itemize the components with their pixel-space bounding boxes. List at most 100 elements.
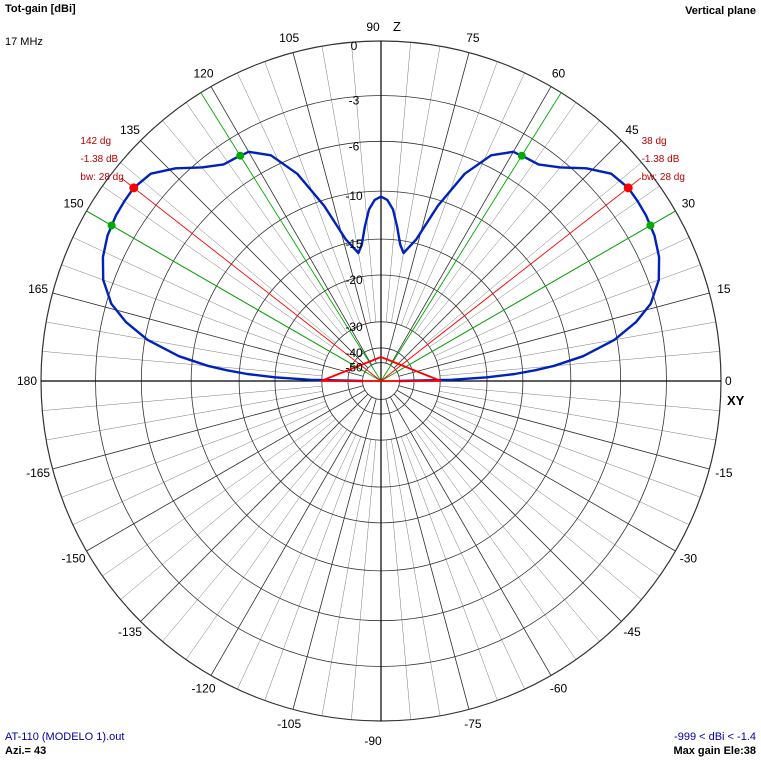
- annotation-label: bw: 28 dg: [80, 172, 123, 183]
- spoke-line: [426, 162, 642, 344]
- major-spoke-line: [393, 393, 622, 622]
- major-spoke-line: [398, 292, 710, 377]
- plane-label: Vertical plane: [685, 5, 756, 17]
- angle-tick-label: 90: [366, 20, 380, 34]
- radial-tick-label: -30: [345, 320, 363, 334]
- polar-grid: [40, 40, 722, 722]
- max-gain-dot: [129, 183, 139, 193]
- major-spoke-line: [292, 52, 377, 364]
- major-spoke-line: [292, 398, 377, 710]
- beamwidth-dot: [107, 221, 116, 230]
- angle-tick-label: 150: [64, 197, 84, 211]
- beamwidth-line: [86, 210, 382, 382]
- major-spoke-line: [396, 389, 676, 552]
- spoke-line: [436, 264, 701, 361]
- angle-tick-label: 105: [279, 31, 299, 45]
- angle-tick-label: -15: [715, 466, 733, 480]
- angle-tick-label: -135: [118, 625, 142, 639]
- beamwidth-dot: [236, 151, 245, 160]
- spoke-line: [405, 434, 525, 690]
- radial-tick-label: -20: [345, 273, 363, 287]
- spoke-line: [237, 434, 357, 690]
- major-spoke-line: [385, 398, 470, 710]
- angle-tick-label: 45: [625, 123, 639, 137]
- angle-tick-label: -120: [191, 681, 215, 695]
- spoke-line: [72, 405, 328, 525]
- azimuth-label: Azi.= 43: [5, 745, 47, 757]
- major-spoke-line: [52, 292, 364, 377]
- annotation-label: 38 dg: [642, 136, 667, 147]
- angle-tick-label: 165: [28, 282, 48, 296]
- angle-tick-label: 75: [466, 31, 480, 45]
- beamwidth-dot: [517, 151, 526, 160]
- annotation-label: bw: 28 dg: [642, 172, 685, 183]
- spoke-line: [72, 237, 328, 357]
- major-spoke-line: [210, 396, 373, 676]
- radial-tick-label: -40: [345, 346, 363, 360]
- major-spoke-line: [210, 86, 373, 366]
- spoke-line: [264, 436, 361, 701]
- pattern-layer: [86, 92, 676, 383]
- pattern-curve: [101, 150, 661, 383]
- beamwidth-line: [380, 210, 676, 382]
- max-gain-dot: [623, 183, 633, 193]
- beamwidth-line: [380, 92, 562, 382]
- axis-label-right: XY: [727, 393, 745, 408]
- gain-range: -999 < dBi < -1.4: [674, 731, 756, 743]
- angle-tick-label: 60: [552, 67, 566, 81]
- major-spoke-line: [52, 385, 364, 470]
- angle-tick-label: -150: [62, 552, 86, 566]
- radial-tick-label: -3: [349, 94, 360, 108]
- spoke-line: [42, 385, 323, 411]
- max-gain-line: [380, 177, 642, 382]
- radial-tick-label: -50: [345, 361, 363, 375]
- spoke-line: [120, 162, 336, 344]
- angle-tick-label: 0: [725, 374, 732, 388]
- spoke-line: [237, 72, 357, 328]
- max-gain-label: Max gain Ele:38: [673, 745, 756, 757]
- angle-tick-label: 15: [717, 282, 731, 296]
- major-spoke-line: [393, 140, 622, 369]
- radial-tick-label: -15: [345, 237, 363, 251]
- radial-tick-label: -10: [345, 189, 363, 203]
- beamwidth-line: [200, 92, 382, 382]
- major-spoke-line: [385, 52, 470, 364]
- annotation-label: -1.38 dB: [642, 154, 680, 165]
- axis-label-up: Z: [393, 19, 401, 34]
- frequency-label: 17 MHz: [5, 36, 43, 48]
- center-triangle: [320, 356, 442, 382]
- angle-tick-label: 30: [682, 197, 696, 211]
- annotation-label: -1.38 dB: [80, 154, 118, 165]
- spoke-line: [436, 401, 701, 498]
- major-spoke-line: [140, 140, 369, 369]
- major-spoke-line: [86, 389, 366, 552]
- beamwidth-dot: [646, 221, 655, 230]
- angle-tick-label: -60: [550, 681, 568, 695]
- spoke-line: [426, 418, 642, 600]
- major-spoke-line: [140, 393, 369, 622]
- angle-tick-label: 120: [193, 67, 213, 81]
- annotation-label: 142 dg: [80, 136, 111, 147]
- angle-tick-label: 180: [17, 374, 37, 388]
- spoke-line: [434, 237, 690, 357]
- spoke-line: [120, 418, 336, 600]
- angle-tick-label: -30: [680, 552, 698, 566]
- max-gain-line: [120, 177, 382, 382]
- spoke-line: [434, 405, 690, 525]
- spoke-line: [401, 436, 498, 701]
- angle-tick-label: -75: [464, 717, 482, 731]
- spoke-line: [42, 351, 323, 377]
- angle-tick-label: -45: [623, 625, 641, 639]
- chart-title: Tot-gain [dBi]: [5, 3, 76, 15]
- spoke-line: [405, 72, 525, 328]
- spoke-line: [351, 439, 377, 720]
- major-spoke-line: [389, 86, 552, 366]
- major-spoke-line: [398, 385, 710, 470]
- angle-tick-label: 135: [120, 123, 140, 137]
- spoke-line: [162, 426, 344, 642]
- angle-tick-label: -105: [277, 717, 301, 731]
- file-name: AT-110 (MODELO 1).out: [5, 731, 125, 743]
- spoke-line: [61, 264, 326, 361]
- radial-tick-label: 0: [351, 39, 358, 53]
